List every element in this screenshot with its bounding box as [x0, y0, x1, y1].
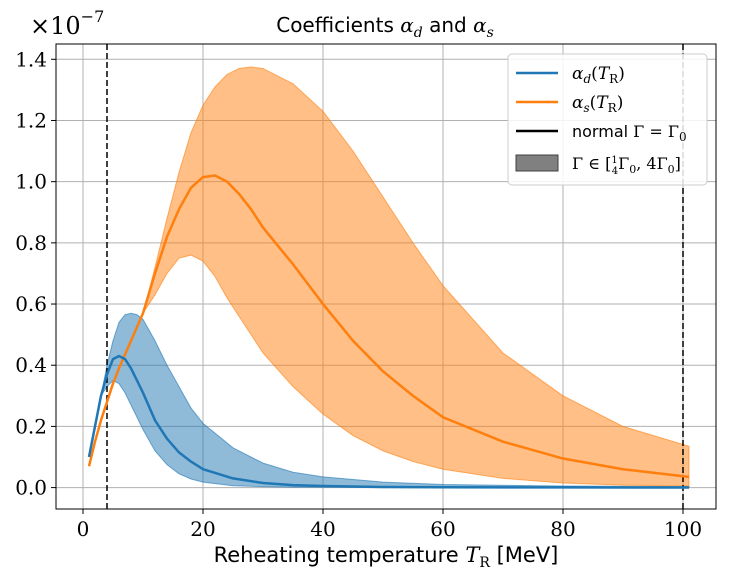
x-tick-label: 100: [664, 517, 702, 541]
line-alpha-d: [87, 354, 690, 489]
legend-label-band: Γ ∈ [1 4Γ0, 4Γ0]: [572, 154, 681, 177]
x-tick-label: 60: [430, 517, 455, 541]
x-tick-label: 20: [190, 517, 215, 541]
line-alpha-s: [87, 174, 690, 479]
y-tick-label: 0.0: [15, 476, 47, 500]
x-tick-label: 80: [550, 517, 575, 541]
legend-swatch-band: [515, 154, 559, 172]
legend-label-normal: normal Γ = Γ0: [572, 122, 687, 144]
x-tick-label: 0: [77, 517, 90, 541]
band-alpha-s: [88, 66, 690, 487]
series-lines: [87, 174, 690, 489]
y-tick-label: 1.2: [15, 108, 47, 132]
legend: αd(TR) αs(TR) normal Γ = Γ0 Γ ∈ [1 4Γ0, 4…: [507, 53, 708, 186]
x-axis-label: Reheating temperature TR [MeV]: [214, 543, 559, 571]
legend-label-alpha-d: αd(TR): [572, 64, 625, 86]
legend-box: [507, 53, 708, 186]
y-tick-label: 0.8: [15, 231, 47, 255]
y-tick-label: 0.4: [15, 353, 47, 377]
y-tick-label: 1.4: [15, 47, 47, 71]
plot-frame: [55, 43, 717, 510]
axis-ticks: 0 20 40 60 80 100 0.0 0.2 0.4 0.6 0.8 1.0 1.2 1.4: [15, 47, 702, 541]
y-tick-label: 0.2: [15, 414, 47, 438]
legend-label-alpha-s: αs(TR): [572, 93, 623, 115]
x-tick-label: 40: [310, 517, 335, 541]
y-tick-label: 1.0: [15, 170, 47, 194]
chart-title: Coefficients αd and αs: [276, 13, 494, 41]
y-tick-label: 0.6: [15, 292, 47, 316]
y-multiplier: ×10−7: [30, 7, 104, 40]
